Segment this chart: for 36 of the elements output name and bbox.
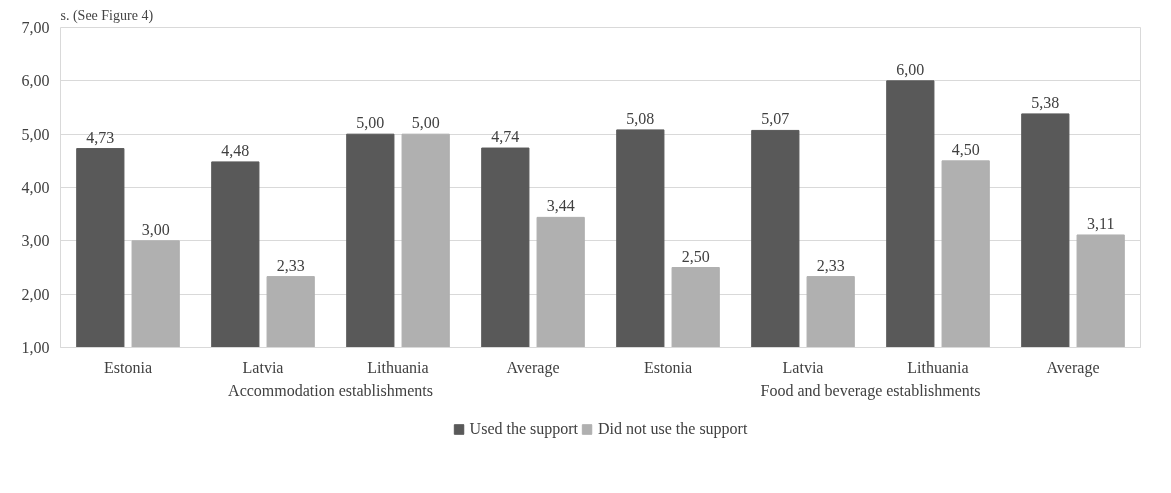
x-tick-label: Latvia <box>782 358 824 376</box>
x-tick-label: Average <box>506 358 560 377</box>
y-tick-label: 4,00 <box>21 179 50 196</box>
data-label: 3,44 <box>546 197 575 215</box>
legend-label: Used the support <box>469 420 579 438</box>
data-label: 4,73 <box>86 128 115 146</box>
x-tick-label: Estonia <box>104 358 152 376</box>
data-label: 3,11 <box>1086 214 1115 232</box>
text: s. (See Figure 4) <box>60 7 154 24</box>
data-label: 2,50 <box>681 247 710 265</box>
data-label: 2,33 <box>276 256 305 274</box>
y-tick-label: 1,00 <box>21 339 50 356</box>
data-label: 3,00 <box>141 220 170 238</box>
x-tick-label: Lithuania <box>367 358 429 376</box>
data-label: 4,48 <box>221 141 250 159</box>
data-label: 5,00 <box>411 114 440 132</box>
data-label: 5,00 <box>356 114 385 132</box>
y-tick-label: 7,00 <box>21 19 50 36</box>
data-label: 5,38 <box>1031 93 1060 111</box>
y-tick-label: 3,00 <box>21 232 50 250</box>
data-label: 6,00 <box>896 60 925 78</box>
legend-label: Did not use the support <box>598 420 748 438</box>
data-label: 2,33 <box>816 256 845 274</box>
data-label: 4,50 <box>951 140 980 158</box>
y-tick-label: 2,00 <box>21 285 50 303</box>
x-tick-label: Lithuania <box>907 358 969 376</box>
data-label: 4,74 <box>491 128 520 146</box>
data-label: 5,07 <box>761 110 790 128</box>
text: Accommodation establishments <box>228 382 433 399</box>
x-tick-label: Average <box>1046 358 1100 377</box>
y-tick-label: 6,00 <box>21 72 50 90</box>
data-label: 5,08 <box>626 109 655 127</box>
x-tick-label: Estonia <box>644 358 692 376</box>
y-tick-label: 5,00 <box>21 125 50 143</box>
x-tick-label: Latvia <box>242 358 284 376</box>
text: Food and beverage establishments <box>760 382 981 400</box>
